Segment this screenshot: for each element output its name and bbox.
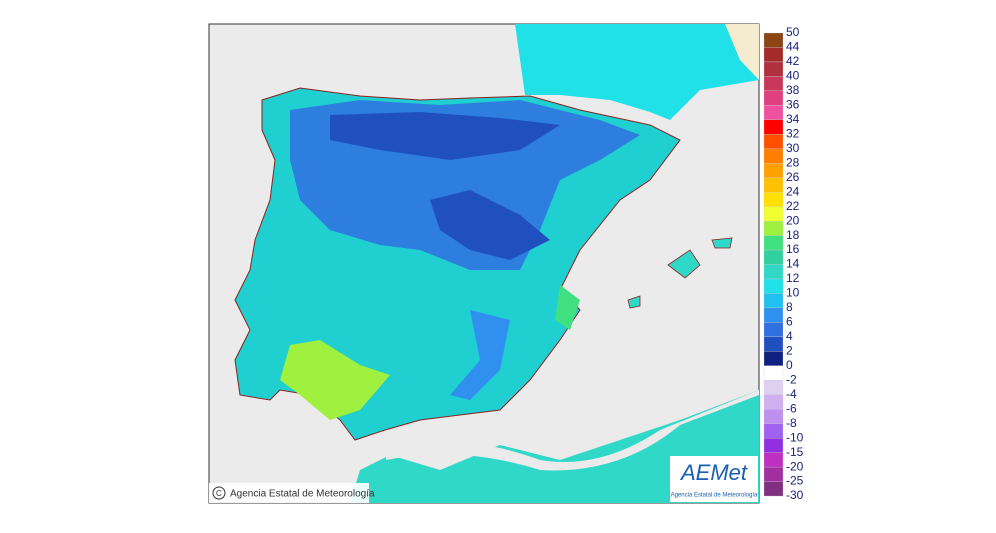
logo-subtitle: Agencia Estatal de Meteorología xyxy=(671,493,758,499)
legend-label: 2 xyxy=(786,344,793,358)
legend-label: 36 xyxy=(786,98,800,112)
legend-swatch xyxy=(763,466,784,482)
legend: 5044424038363432302826242220181614121086… xyxy=(763,25,804,502)
legend-label: 14 xyxy=(786,257,800,271)
legend-swatch xyxy=(763,423,784,439)
legend-swatch xyxy=(763,481,784,497)
legend-label: 42 xyxy=(786,54,800,68)
legend-swatch xyxy=(763,394,784,410)
warm-east xyxy=(555,285,580,330)
legend-label: -6 xyxy=(786,401,797,415)
legend-label: -10 xyxy=(786,430,804,444)
france xyxy=(515,24,759,120)
legend-swatch xyxy=(763,206,784,222)
legend-swatch xyxy=(763,452,784,468)
legend-swatch xyxy=(763,307,784,323)
legend-label: 38 xyxy=(786,83,800,97)
legend-swatch xyxy=(763,119,784,135)
legend-swatch xyxy=(763,105,784,120)
copyright-icon xyxy=(212,486,226,500)
legend-swatch xyxy=(763,322,784,338)
legend-swatch xyxy=(763,32,784,48)
legend-swatch xyxy=(763,278,784,294)
legend-label: -8 xyxy=(786,416,797,430)
legend-swatch xyxy=(763,220,784,236)
cold-core-2 xyxy=(430,190,550,260)
legend-label: 4 xyxy=(786,329,793,343)
legend-label: -25 xyxy=(786,474,804,488)
legend-swatch xyxy=(763,438,784,453)
legend-label: -30 xyxy=(786,488,804,502)
legend-swatch xyxy=(763,264,784,280)
legend-label: 16 xyxy=(786,242,800,256)
legend-swatch xyxy=(763,249,784,265)
legend-swatch xyxy=(763,235,784,251)
legend-label: 12 xyxy=(786,271,800,285)
logo-box xyxy=(670,456,758,502)
legend-swatch xyxy=(763,336,784,352)
africa xyxy=(350,390,759,503)
warm-guadalquivir xyxy=(280,340,390,420)
legend-label: 44 xyxy=(786,40,800,54)
credit-box xyxy=(209,483,369,503)
land-edge xyxy=(725,24,759,80)
legend-swatch xyxy=(763,61,784,77)
copyright-c: C xyxy=(216,489,222,498)
legend-label: 24 xyxy=(786,184,800,198)
legend-swatch xyxy=(763,351,784,366)
credit: Agencia Estatal de Meteorología xyxy=(230,489,375,500)
legend-label: 20 xyxy=(786,213,800,227)
legend-swatch xyxy=(763,47,784,63)
legend-label: 22 xyxy=(786,199,800,213)
legend-label: 34 xyxy=(786,112,800,126)
legend-swatch xyxy=(763,177,784,193)
legend-label: 40 xyxy=(786,69,800,83)
legend-swatch xyxy=(763,293,784,309)
legend-label: 26 xyxy=(786,170,800,184)
map: C Agencia Estatal de Meteorología AEMet … xyxy=(208,23,760,504)
legend-label: 32 xyxy=(786,126,800,140)
legend-label: 0 xyxy=(786,358,793,372)
logo-title: AEMet xyxy=(679,460,748,485)
balearics xyxy=(627,237,733,309)
cold-core xyxy=(330,112,560,160)
legend-swatch xyxy=(763,134,784,149)
cold-south xyxy=(450,310,510,400)
legend-swatch xyxy=(763,148,784,164)
legend-label: 50 xyxy=(786,25,800,39)
legend-swatch xyxy=(763,76,784,92)
legend-label: 18 xyxy=(786,228,800,242)
legend-label: -15 xyxy=(786,445,804,459)
legend-swatch xyxy=(763,163,784,178)
legend-swatch xyxy=(763,90,784,106)
legend-swatch xyxy=(763,409,784,424)
legend-label: 10 xyxy=(786,286,800,300)
legend-swatch xyxy=(763,380,784,395)
legend-label: 28 xyxy=(786,155,800,169)
legend-label: -2 xyxy=(786,372,797,386)
legend-label: -20 xyxy=(786,459,804,473)
sea-strait xyxy=(386,390,759,471)
legend-swatch xyxy=(763,365,784,381)
legend-label: -4 xyxy=(786,387,797,401)
legend-label: 8 xyxy=(786,300,793,314)
legend-label: 30 xyxy=(786,141,800,155)
legend-swatch xyxy=(763,192,784,207)
legend-label: 6 xyxy=(786,315,793,329)
